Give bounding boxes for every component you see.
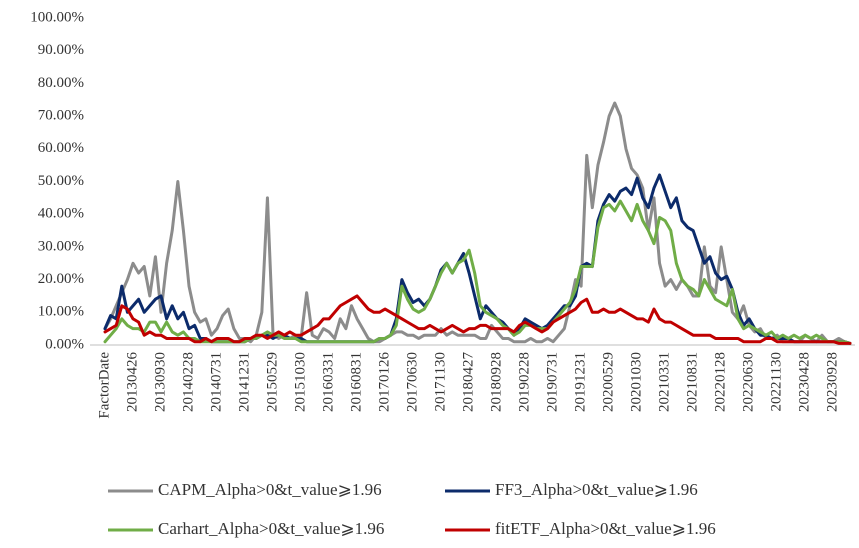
y-tick-label: 90.00% <box>38 42 84 58</box>
x-tick-label: 20201030 <box>629 352 645 412</box>
legend-label: Carhart_Alpha>0&t_value⩾1.96 <box>158 519 384 538</box>
series-line <box>103 101 852 345</box>
x-tick-label: 20230928 <box>825 352 841 412</box>
x-tick-label: 20230428 <box>797 352 813 412</box>
legend: CAPM_Alpha>0&t_value⩾1.96 FF3_Alpha>0&t_v… <box>108 480 716 538</box>
y-tick-label: 10.00% <box>38 304 84 320</box>
x-tick-label: 20221130 <box>769 352 785 411</box>
x-tick-label: 20140228 <box>180 352 196 412</box>
x-tick-label: 20171130 <box>433 352 449 411</box>
y-tick-label: 30.00% <box>38 238 84 254</box>
x-tick-label: 20210331 <box>657 352 673 412</box>
x-tick-label: 20170126 <box>377 352 393 413</box>
x-tick-label: 20180427 <box>461 352 477 413</box>
y-tick-label: 70.00% <box>38 108 84 124</box>
y-tick-label: 60.00% <box>38 140 84 156</box>
x-tick-label: 20141231 <box>236 352 252 412</box>
y-tick-label: 80.00% <box>38 75 84 91</box>
x-tick-label: FactorDate <box>96 352 112 419</box>
x-tick-label: 20151030 <box>292 352 308 412</box>
y-tick-label: 0.00% <box>45 336 84 352</box>
x-tick-label: 20130930 <box>152 352 168 412</box>
x-tick-label: 20220128 <box>713 352 729 412</box>
x-tick-label: 20200529 <box>601 352 617 412</box>
x-tick-label: 20150529 <box>264 352 280 412</box>
x-tick-label: 20190228 <box>517 352 533 412</box>
y-tick-label: 50.00% <box>38 173 84 189</box>
x-tick-label: 20140731 <box>208 352 224 412</box>
x-tick-label: 20180928 <box>489 352 505 412</box>
x-tick-label: 20220630 <box>741 352 757 412</box>
legend-label: fitETF_Alpha>0&t_value⩾1.96 <box>495 519 716 538</box>
x-tick-label: 20191231 <box>573 352 589 412</box>
legend-label: FF3_Alpha>0&t_value⩾1.96 <box>495 480 698 499</box>
x-tick-label: 20160831 <box>349 352 365 412</box>
legend-label: CAPM_Alpha>0&t_value⩾1.96 <box>158 480 382 499</box>
x-tick-label: 20130426 <box>124 352 140 413</box>
series-line <box>103 294 852 345</box>
series-line <box>103 199 852 345</box>
y-tick-label: 100.00% <box>30 9 84 25</box>
x-tick-label: 20170630 <box>405 352 421 412</box>
x-tick-label: 20190731 <box>545 352 561 412</box>
x-tick-label: 20210831 <box>685 352 701 412</box>
x-tick-label: 20160331 <box>320 352 336 412</box>
y-tick-label: 20.00% <box>38 271 84 287</box>
y-tick-label: 40.00% <box>38 206 84 222</box>
